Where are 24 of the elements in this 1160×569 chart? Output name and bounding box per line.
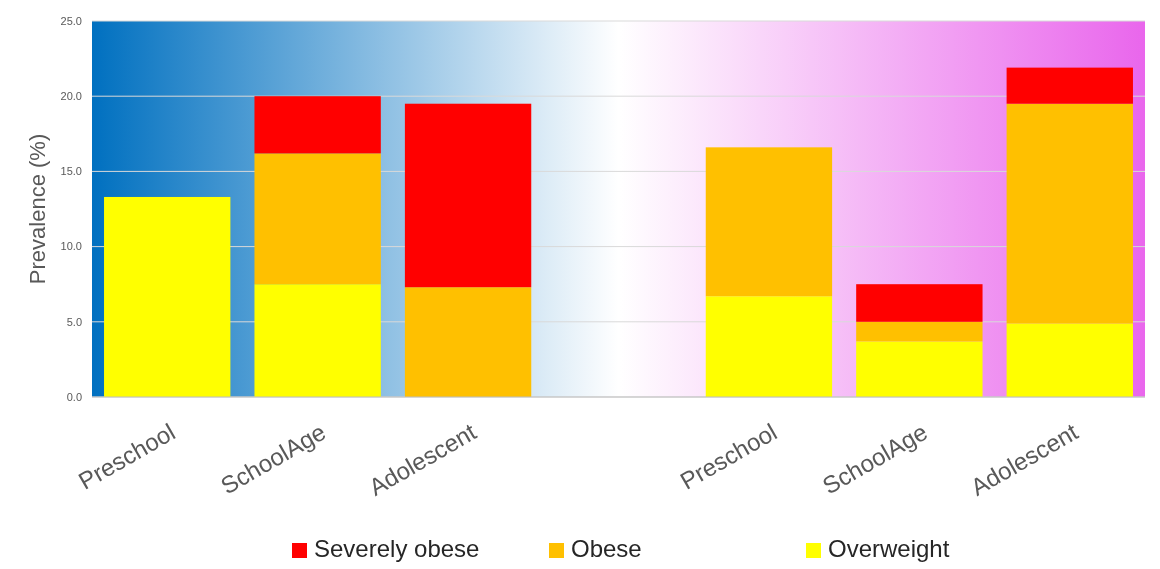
bar: [705, 147, 833, 297]
bar: [1006, 323, 1133, 397]
bar: [254, 284, 381, 397]
legend-label: Overweight: [828, 535, 950, 562]
bar: [104, 196, 231, 397]
bar: [1006, 67, 1133, 104]
bar: [856, 321, 983, 342]
bar: [1006, 103, 1133, 324]
y-tick-label: 10.0: [60, 240, 82, 253]
legend-label: Obese: [571, 535, 642, 562]
bar: [404, 287, 532, 397]
bar: [254, 153, 381, 285]
y-axis-title: Prevalence (%): [25, 133, 50, 285]
bar: [254, 96, 381, 154]
bar: [404, 103, 532, 288]
legend-label: Severely obese: [314, 535, 480, 562]
bar: [856, 341, 983, 397]
y-tick-label: 0.0: [66, 390, 82, 403]
bar: [856, 284, 983, 322]
y-tick-label: 5.0: [66, 315, 82, 328]
y-tick-label: 20.0: [60, 90, 82, 103]
y-tick-label: 25.0: [60, 14, 82, 27]
bar: [705, 296, 833, 397]
y-tick-label: 15.0: [60, 165, 82, 178]
